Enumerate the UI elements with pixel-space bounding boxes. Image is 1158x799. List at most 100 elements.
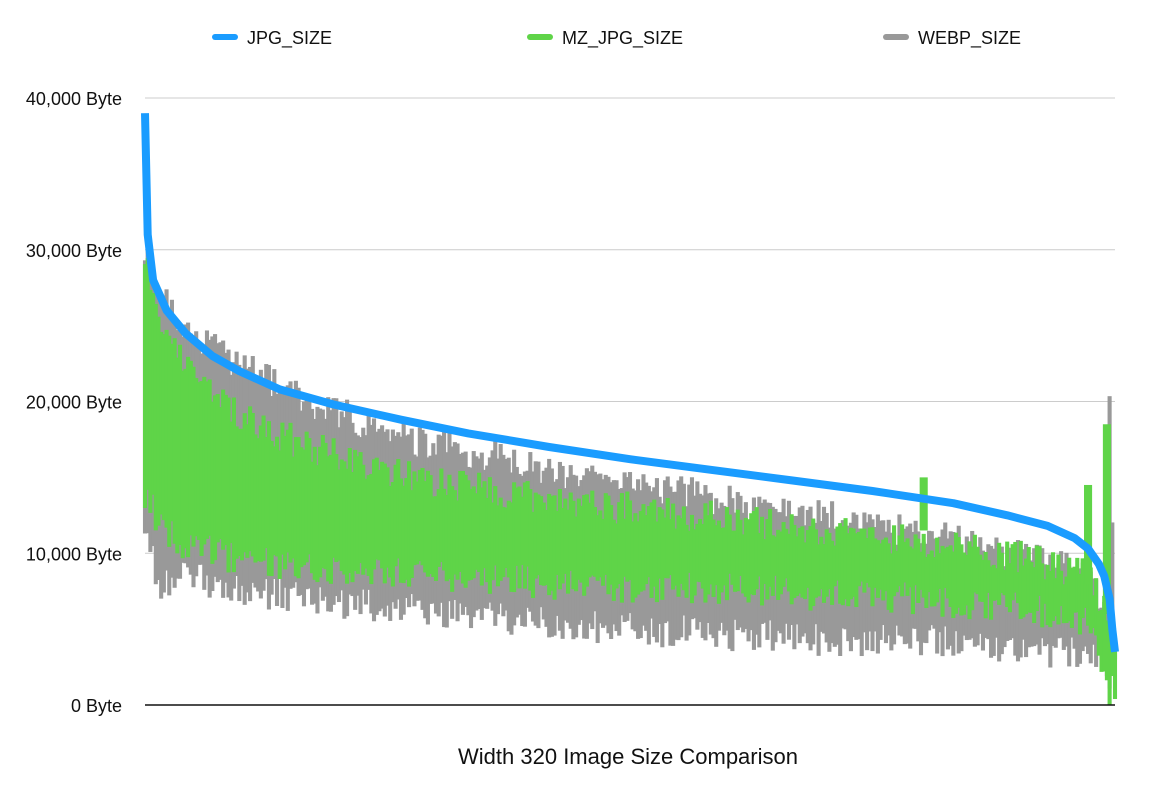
band-segment [288,422,293,563]
band-segment [248,406,253,552]
band-segment [1096,610,1101,656]
band-segment [202,376,207,545]
band-segment [827,527,832,652]
band-segment [883,537,889,592]
band-segment [641,504,646,591]
band-segment [900,524,905,597]
band-segment [169,343,174,522]
band-segment [1099,609,1104,672]
band-segment [175,357,180,554]
band-segment [266,421,271,576]
band-segment [765,519,770,600]
band-segment [1048,570,1053,628]
band-segment [377,469,382,561]
legend-label: MZ_JPG_SIZE [562,28,683,49]
band-segment [741,534,746,594]
band-segment [625,491,630,582]
band-segment [606,495,611,595]
band-segment [1037,546,1042,596]
band-segment [460,471,465,584]
band-segment [274,436,280,557]
band-segment [172,338,177,544]
band-segment [412,471,417,566]
band-segment [821,544,827,603]
band-segment [636,521,641,595]
band-segment [525,481,530,567]
band-segment [1045,564,1050,626]
band-segment [404,477,409,580]
band-segment [431,496,436,577]
band-segment [614,523,619,589]
band-segment [517,486,522,589]
band-segment [1077,573,1083,635]
band-segment [342,461,347,575]
band-segment [1032,567,1037,624]
band-segment [1075,557,1080,613]
band-segment [902,541,907,583]
band-segment [991,548,996,656]
band-segment [595,515,600,581]
band-segment [1094,578,1099,636]
band-segment [948,545,953,607]
band-segment [1088,567,1093,634]
band-segment [474,493,479,570]
band-segment [870,527,875,607]
band-segment [716,520,721,604]
band-segment [1104,620,1109,681]
band-segment [283,435,288,570]
band-segment [719,527,724,593]
band-segment [450,486,455,592]
band-segment [161,334,166,521]
band-segment [816,544,821,597]
band-segment [768,509,773,587]
band-segment [539,496,544,586]
band-segment [708,500,713,585]
band-segment [1067,557,1072,622]
band-segment [196,382,201,540]
legend-label: JPG_SIZE [247,28,332,49]
band-segment [541,502,546,586]
band-segment [867,527,872,588]
band-segment [592,506,598,577]
band-segment [436,489,441,567]
band-segment [409,490,414,578]
band-segment [347,448,352,573]
band-segment [215,394,220,543]
y-tick-label: 30,000 Byte [26,241,122,261]
band-segment [299,447,304,568]
band-segment [452,490,457,575]
band-segment [921,533,926,598]
band-segment [657,507,662,579]
band-segment [194,378,199,537]
band-segment [501,506,506,578]
band-segment [1007,563,1012,613]
legend-item-mz-jpg-size: MZ_JPG_SIZE [527,28,683,49]
band-segment [999,552,1004,594]
band-segment [151,292,156,495]
band-segment [245,424,250,558]
band-segment [681,506,686,591]
band-segment [1024,558,1029,615]
band-segment [420,467,425,566]
band-segment [455,500,460,580]
band-mz-jpg-size [142,258,1118,705]
band-segment [301,449,307,566]
band-segment [873,538,878,588]
band-segment [662,517,668,579]
band-segment [1110,633,1115,677]
band-segment [231,397,236,573]
band-segment [805,530,810,588]
band-segment [401,485,406,584]
band-segment [1021,565,1026,618]
band-segment [959,544,964,616]
band-segment [889,553,894,613]
band-segment [296,437,301,579]
band-segment [706,515,711,595]
band-segment [253,434,258,563]
band-segment [843,518,848,600]
band-segment [433,496,439,581]
band-segment [234,426,239,559]
band-segment [962,552,967,615]
band-segment [649,502,654,598]
